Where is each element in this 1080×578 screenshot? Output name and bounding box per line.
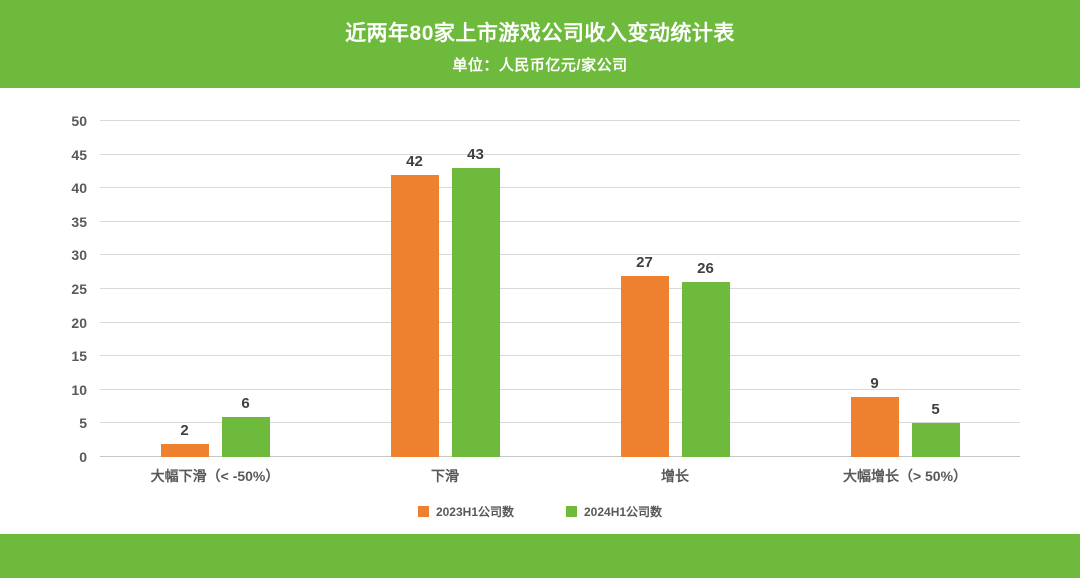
value-label-series1-cat2: 42: [406, 152, 423, 170]
gridline-0: [100, 456, 1020, 457]
gridline-40: [100, 187, 1020, 189]
bar-series2-cat3: [681, 282, 730, 457]
category-label-1: 大幅下滑（< -50%）: [150, 468, 280, 484]
bar-series1-cat4: [850, 396, 899, 457]
y-tick-label-45: 45: [71, 146, 87, 163]
legend-item-1: 2023H1公司数: [417, 503, 514, 520]
plot-area: 0 5 10 15 20 25 30 35 40 45 50 2 6 大幅下滑（< -50%） 42 43 下滑…: [71, 113, 1020, 484]
value-label-series1-cat1: 2: [180, 421, 189, 439]
footer-band: [0, 534, 1080, 578]
y-tick-label-10: 10: [71, 381, 87, 398]
value-label-series1-cat3: 27: [636, 253, 653, 271]
chart-subtitle: 单位：人民币亿元/家公司: [452, 57, 628, 74]
y-tick-label-5: 5: [79, 415, 87, 432]
y-tick-label-40: 40: [71, 180, 87, 197]
y-tick-label-0: 0: [79, 449, 87, 465]
header-banner: 近两年80家上市游戏公司收入变动统计表 单位：人民币亿元/家公司: [0, 0, 1080, 88]
bar-series1-cat3: [620, 275, 669, 457]
gridline-35: [100, 220, 1020, 222]
bar-series2-cat1: [221, 416, 270, 457]
bar-series2-cat2: [451, 168, 500, 457]
category-label-3: 增长: [661, 468, 689, 484]
gridline-5: [100, 422, 1020, 424]
bar-series2-cat4: [911, 423, 960, 457]
y-tick-label-35: 35: [71, 213, 87, 230]
chart-card: 0 5 10 15 20 25 30 35 40 45 50 2 6 大幅下滑（< -50%） 42 43 下滑…: [0, 88, 1080, 534]
value-label-series1-cat4: 9: [870, 374, 879, 392]
value-label-series2-cat1: 6: [241, 394, 250, 412]
gridline-20: [100, 321, 1020, 323]
gridline-25: [100, 288, 1020, 289]
value-label-series2-cat3: 26: [697, 260, 714, 278]
y-tick-label-50: 50: [71, 113, 87, 129]
bar-series1-cat2: [390, 174, 439, 457]
y-tick-label-25: 25: [71, 281, 87, 297]
y-tick-label-20: 20: [71, 314, 87, 331]
gridline-45: [100, 153, 1020, 155]
gridline-15: [100, 355, 1020, 357]
y-tick-label-15: 15: [71, 348, 87, 365]
legend-label-1: 2023H1公司数: [435, 505, 514, 519]
value-label-series2-cat4: 5: [931, 401, 940, 419]
legend-item-2: 2024H1公司数: [566, 503, 662, 520]
gridline-50: [100, 120, 1020, 121]
gridline-10: [100, 388, 1020, 390]
category-label-2: 下滑: [431, 468, 459, 484]
bar-series1-cat1: [160, 443, 209, 457]
chart-title: 近两年80家上市游戏公司收入变动统计表: [345, 22, 735, 45]
value-label-series2-cat2: 43: [467, 146, 484, 164]
category-label-4: 大幅增长（> 50%）: [842, 468, 968, 484]
legend-swatch-1: [417, 506, 429, 517]
legend-swatch-2: [566, 506, 577, 517]
gridline-30: [100, 254, 1020, 256]
y-tick-label-30: 30: [71, 247, 87, 264]
chart-legend: 2023H1公司数 2024H1公司数: [0, 503, 1080, 520]
legend-label-2: 2024H1公司数: [584, 505, 663, 519]
